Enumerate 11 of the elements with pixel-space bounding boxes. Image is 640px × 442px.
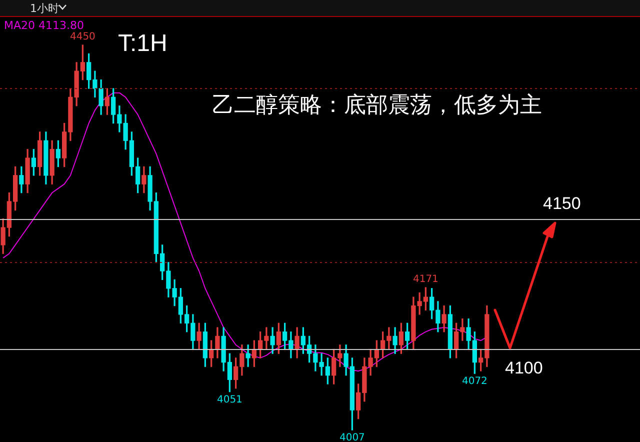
text: 4150 [543, 194, 581, 213]
text: 1小时 [30, 1, 59, 16]
ref-line-label: 4100 [505, 358, 543, 378]
annotation: 4007 [339, 432, 365, 442]
text: MA20 4113.80 [4, 19, 84, 32]
annotation: 4450 [70, 32, 96, 43]
chart-subtitle: T:1H [118, 30, 168, 58]
annotation: 4051 [216, 394, 242, 406]
text: 乙二醇策略：底部震荡，低多为主 [212, 92, 542, 120]
annotation: 4072 [462, 376, 488, 388]
annotation: 4171 [412, 274, 438, 286]
